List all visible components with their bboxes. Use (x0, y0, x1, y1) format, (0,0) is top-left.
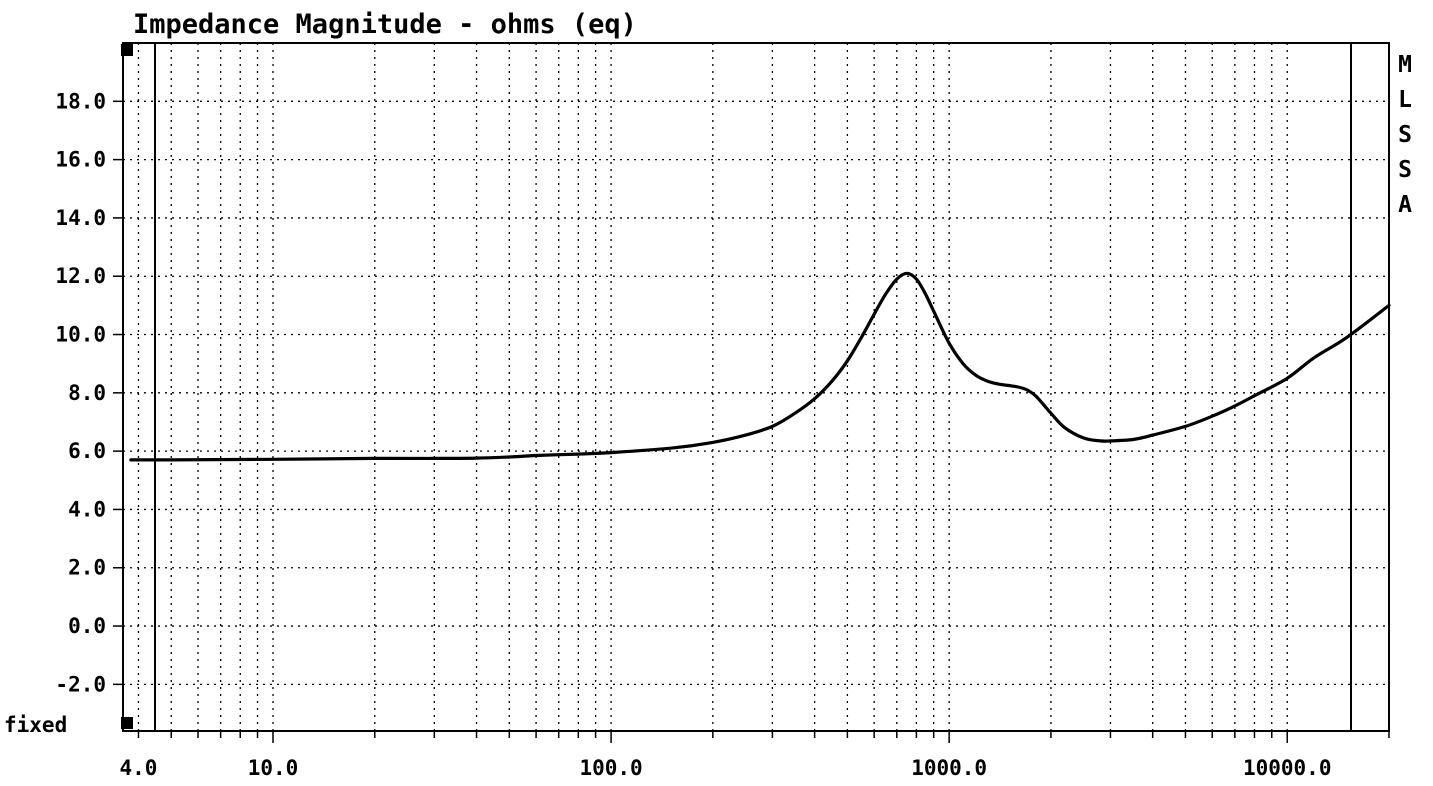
corner-label: fixed (4, 713, 67, 737)
y-tick-label: 10.0 (55, 323, 106, 347)
bottom-left-marker (121, 717, 133, 729)
y-tick-label: -2.0 (55, 672, 106, 696)
side-label-letter: S (1398, 157, 1412, 183)
side-label-letter: A (1398, 192, 1412, 218)
chart-title: Impedance Magnitude - ohms (eq) (133, 9, 637, 40)
y-tick-label: 12.0 (55, 264, 106, 288)
y-tick-label: 4.0 (68, 497, 106, 521)
side-label-letter: L (1398, 87, 1412, 113)
plot-frame (122, 42, 1390, 732)
x-tick-label: 10.0 (248, 756, 299, 780)
y-tick-label: 14.0 (55, 206, 106, 230)
y-tick-label: 2.0 (68, 556, 106, 580)
y-tick-label: 8.0 (68, 381, 106, 405)
x-tick-label: 100.0 (579, 756, 642, 780)
grid (123, 43, 1390, 731)
side-label-letter: M (1398, 52, 1412, 78)
x-tick-label: 1000.0 (911, 756, 987, 780)
y-tick-label: 6.0 (68, 439, 106, 463)
top-left-marker (121, 44, 133, 56)
y-tick-label: 16.0 (55, 148, 106, 172)
y-axis: 18.0 16.0 14.0 12.0 10.0 8.0 6.0 4.0 2.0 0.0 -2.0 (55, 89, 123, 696)
x-axis: 4.0 10.0 100.0 1000.0 10000.0 (120, 731, 1390, 780)
y-tick-label: 0.0 (68, 614, 106, 638)
x-tick-label: 4.0 (120, 756, 158, 780)
impedance-series-line (129, 271, 1391, 462)
x-tick-label: 10000.0 (1243, 756, 1332, 780)
side-label-letter: S (1398, 122, 1412, 148)
y-tick-label: 18.0 (55, 89, 106, 113)
